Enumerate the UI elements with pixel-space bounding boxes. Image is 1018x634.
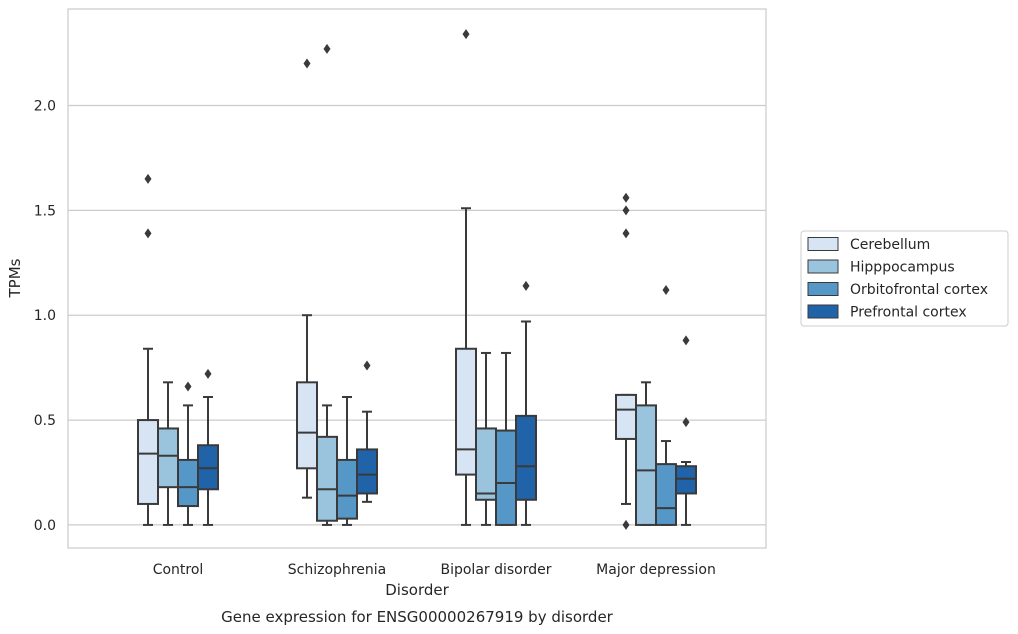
box-cerebellum <box>615 192 637 530</box>
box-body <box>495 429 517 526</box>
box-body <box>615 393 637 440</box>
legend-label: Hipppocampus <box>850 260 955 276</box>
box-body <box>635 404 657 526</box>
plot-frame <box>67 8 767 549</box>
y-tick-label: 1.0 <box>34 308 56 324</box>
x-tick-label: Bipolar disorder <box>440 562 551 578</box>
outlier-point <box>522 280 530 291</box>
box-body <box>296 381 318 470</box>
box-prefrontal-cortex <box>675 335 697 526</box>
legend-swatch <box>807 304 839 319</box>
outlier-point <box>303 58 311 69</box>
box-prefrontal-cortex <box>356 360 378 503</box>
box-cerebellum <box>296 58 318 499</box>
legend-frame <box>800 230 1009 327</box>
outlier-point <box>462 29 470 40</box>
x-tick-labels: Control Schizophrenia Bipolar disorder Majo… <box>153 562 716 578</box>
y-tick-label: 0.5 <box>34 413 56 429</box>
outlier-point <box>682 417 690 428</box>
box-body <box>356 448 378 495</box>
box-orbitofrontal-cortex <box>336 395 358 526</box>
outlier-point <box>323 43 331 54</box>
box-body <box>655 463 677 526</box>
x-tick-label: Control <box>153 562 204 578</box>
legend: Cerebellum Hipppocampus Orbitofrontal cort… <box>800 230 1009 327</box>
box-orbitofrontal-cortex <box>495 351 517 526</box>
boxes <box>137 29 697 530</box>
outlier-point <box>144 228 152 239</box>
outlier-point <box>622 228 630 239</box>
box-body <box>515 414 537 501</box>
box-cerebellum <box>455 29 477 526</box>
legend-label: Cerebellum <box>850 237 930 253</box>
chart-caption: Gene expression for ENSG00000267919 by d… <box>221 608 614 626</box>
y-axis-title: TPMs <box>6 258 24 298</box>
outlier-point <box>144 173 152 184</box>
outlier-point <box>622 205 630 216</box>
box-prefrontal-cortex <box>515 280 537 526</box>
box-body <box>177 458 199 508</box>
legend-label: Orbitofrontal cortex <box>850 282 988 298</box>
box-body <box>675 465 697 495</box>
outlier-point <box>184 381 192 392</box>
box-hipppocampus <box>475 351 497 526</box>
legend-items: Cerebellum Hipppocampus Orbitofrontal cort… <box>807 237 988 321</box>
y-tick-label: 0.0 <box>34 518 56 534</box>
box-hipppocampus <box>635 381 657 526</box>
outlier-point <box>662 285 670 296</box>
box-hipppocampus <box>316 43 338 526</box>
y-tick-label: 2.0 <box>34 98 56 114</box>
box-hipppocampus <box>157 381 179 526</box>
outlier-point <box>622 192 630 203</box>
y-tick-label: 1.5 <box>34 203 56 219</box>
legend-swatch <box>807 282 839 296</box>
box-orbitofrontal-cortex <box>177 381 199 526</box>
box-prefrontal-cortex <box>197 368 219 526</box>
box-body <box>475 427 497 501</box>
outlier-point <box>622 519 630 530</box>
x-tick-label: Major depression <box>596 562 716 578</box>
box-orbitofrontal-cortex <box>655 285 677 526</box>
box-body <box>137 419 159 505</box>
x-axis-title: Disorder <box>385 581 449 599</box>
box-body <box>157 427 179 489</box>
box-body <box>197 444 219 491</box>
outlier-point <box>204 368 212 379</box>
box-body <box>455 347 477 476</box>
x-tick-label: Schizophrenia <box>288 562 386 578</box>
y-tick-labels: 0.0 0.5 1.0 1.5 2.0 <box>34 98 56 533</box>
legend-swatch <box>807 237 839 251</box>
legend-label: Prefrontal cortex <box>850 305 967 321</box>
box-body <box>336 458 358 520</box>
box-cerebellum <box>137 173 159 526</box>
box-body <box>316 435 338 522</box>
outlier-point <box>682 335 690 346</box>
outlier-point <box>363 360 371 371</box>
legend-swatch <box>807 259 839 274</box>
